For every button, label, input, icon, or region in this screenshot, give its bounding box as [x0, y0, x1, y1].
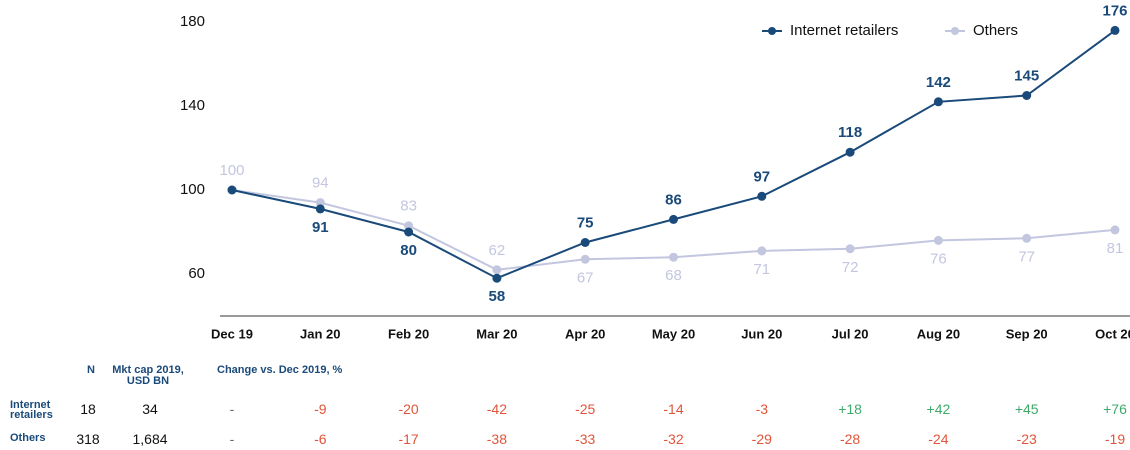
table-cell: -20	[398, 401, 419, 417]
point	[315, 198, 325, 208]
x-tick-label: Feb 20	[388, 326, 429, 341]
table-cell: -17	[398, 431, 419, 447]
point	[845, 147, 855, 157]
point	[757, 246, 767, 256]
point	[404, 227, 414, 237]
data-label: 71	[753, 261, 770, 278]
table-cell: -19	[1104, 431, 1126, 447]
data-label: 118	[838, 124, 862, 141]
data-label: 75	[577, 214, 594, 231]
table-cell: -3	[755, 401, 769, 417]
x-tick-label: Jul 20	[832, 326, 869, 341]
data-label: 97	[753, 168, 770, 185]
data-label: 72	[842, 259, 859, 276]
table-header: Change vs. Dec 2019, %	[217, 364, 343, 376]
table-cell: -24	[928, 431, 949, 447]
x-tick-label: Jun 20	[741, 326, 782, 341]
data-label: 86	[665, 191, 682, 208]
y-tick-label: 100	[180, 181, 205, 198]
table-cell: -6	[314, 431, 327, 447]
table-cell: -23	[1016, 431, 1037, 447]
point	[315, 204, 325, 214]
point	[933, 235, 943, 245]
point	[227, 185, 237, 195]
table-cell: 318	[76, 431, 100, 447]
data-label: 81	[1107, 240, 1124, 257]
x-tick-label: Jan 20	[300, 326, 340, 341]
x-tick-label: May 20	[652, 326, 695, 341]
point	[845, 244, 855, 254]
table-cell: 34	[142, 401, 158, 417]
legend-marker	[951, 27, 959, 35]
table-cell: +42	[926, 401, 951, 417]
x-tick-label: Sep 20	[1006, 326, 1048, 341]
point	[492, 273, 502, 283]
point	[1110, 225, 1120, 235]
table-cell: -28	[839, 431, 861, 447]
y-tick-label: 180	[180, 13, 205, 30]
data-label: 94	[312, 175, 329, 192]
data-label: 58	[489, 288, 506, 305]
table-cell: -33	[575, 431, 596, 447]
data-label: 145	[1014, 67, 1039, 84]
point	[1022, 91, 1032, 100]
data-label: 67	[577, 269, 594, 286]
table-cell: 1,684	[132, 431, 168, 447]
x-tick-label: Dec 19	[211, 326, 253, 341]
table-cell: -14	[663, 401, 684, 417]
table-cell: +45	[1014, 401, 1039, 417]
point	[1022, 233, 1032, 243]
legend-label: Internet retailers	[790, 22, 898, 39]
table-cell: -32	[663, 431, 684, 447]
point	[669, 214, 678, 224]
table-cell: +18	[838, 401, 862, 417]
table-header: Mkt cap 2019, USD BN	[112, 364, 184, 387]
y-tick-label: 60	[188, 265, 205, 282]
table-cell: -	[229, 401, 235, 417]
data-label: 91	[312, 219, 329, 236]
table-cell: -25	[575, 401, 596, 417]
table-cell: -38	[486, 431, 508, 447]
row-label: Others	[10, 432, 46, 444]
point	[933, 97, 943, 107]
point	[1110, 25, 1120, 35]
point	[580, 238, 590, 247]
row-label: Internet retailers	[10, 399, 53, 421]
table-cell: 18	[80, 401, 96, 417]
data-label: 62	[489, 242, 506, 259]
data-label: 83	[400, 198, 417, 215]
point	[492, 265, 502, 275]
data-label: 142	[926, 74, 951, 91]
data-label: 100	[219, 162, 244, 179]
point	[669, 252, 678, 262]
x-tick-label: Mar 20	[476, 326, 517, 341]
data-label: 176	[1102, 2, 1127, 19]
data-label: 76	[930, 250, 947, 267]
legend-label: Others	[973, 22, 1018, 39]
x-tick-label: Oct 20	[1095, 326, 1130, 341]
line	[231, 29, 1116, 280]
table-cell: -	[229, 431, 235, 447]
table-cell: -29	[751, 431, 772, 447]
x-tick-label: Apr 20	[565, 326, 605, 341]
data-label: 68	[665, 267, 682, 284]
point	[404, 221, 414, 231]
table-header: N	[87, 364, 95, 376]
x-tick-label: Aug 20	[917, 326, 960, 341]
data-label: 77	[1018, 248, 1035, 265]
table-cell: +76	[1103, 401, 1127, 417]
point	[580, 254, 590, 264]
data-label: 80	[400, 242, 417, 259]
table-cell: -9	[314, 401, 327, 417]
legend-marker	[768, 27, 776, 35]
y-tick-label: 140	[180, 97, 205, 114]
point	[757, 191, 767, 201]
table-cell: -42	[486, 401, 508, 417]
